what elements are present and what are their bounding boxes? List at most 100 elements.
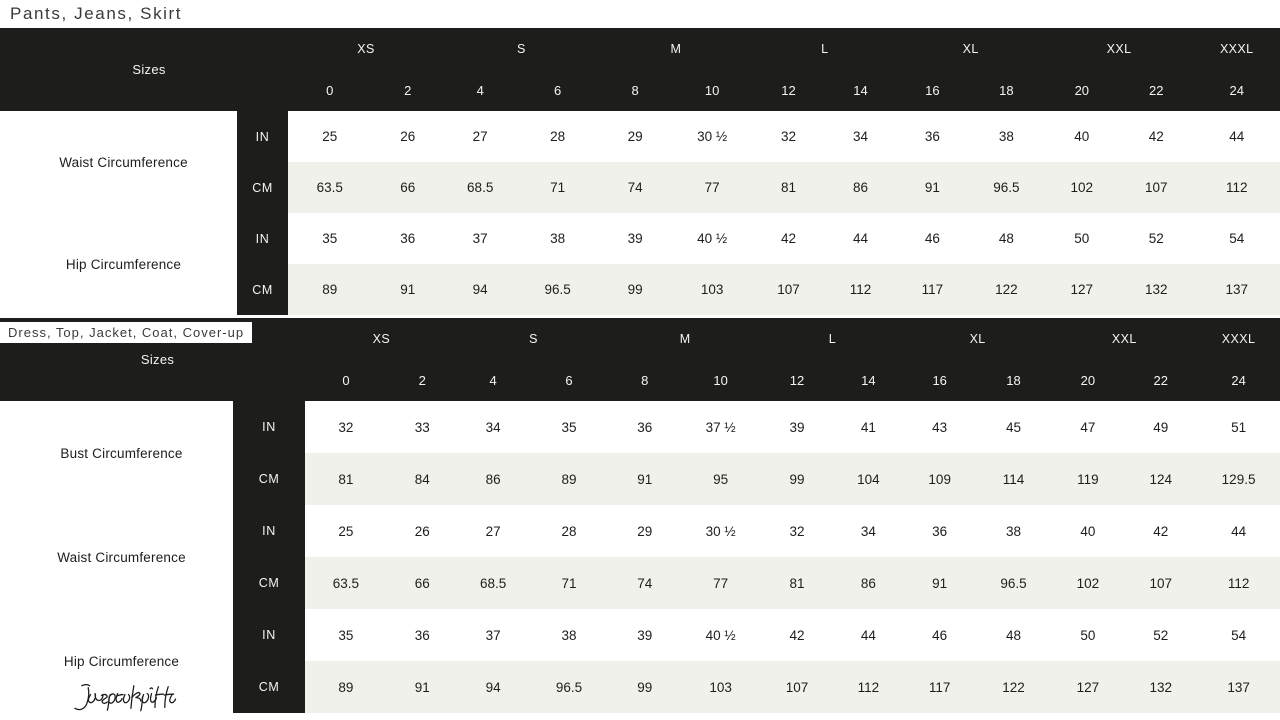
measurement-value: 36 <box>371 213 444 264</box>
numeric-size-header: 10 <box>680 359 762 401</box>
measurement-value: 99 <box>598 264 672 315</box>
numeric-size-header: 20 <box>1044 69 1120 111</box>
measurement-value: 84 <box>386 453 458 505</box>
measurement-value: 37 <box>443 213 517 264</box>
measurement-value: 96.5 <box>528 661 610 713</box>
measurement-value: 46 <box>903 609 976 661</box>
measurement-value: 91 <box>609 453 681 505</box>
size-group-header-s: S <box>443 28 599 69</box>
measurement-value: 26 <box>386 505 458 557</box>
size-group-header-l: L <box>761 318 904 359</box>
measurement-value: 91 <box>371 264 444 315</box>
size-group-header-xl: XL <box>903 318 1052 359</box>
measurement-value: 36 <box>609 401 681 453</box>
measurement-value: 71 <box>528 557 610 609</box>
measurement-value: 38 <box>968 111 1045 162</box>
measurement-value: 46 <box>896 213 969 264</box>
measurement-value: 122 <box>968 264 1045 315</box>
measurement-value: 54 <box>1193 213 1280 264</box>
sizes-header-label: Sizes <box>0 28 289 111</box>
unit-cell-in: IN <box>233 401 306 453</box>
unit-cell-cm: CM <box>237 162 289 213</box>
numeric-size-header: 22 <box>1119 69 1194 111</box>
size-header-row-numbers: 0 2 4 6 8 10 12 14 16 18 20 22 24 <box>0 359 1280 401</box>
measurement-value: 66 <box>371 162 444 213</box>
measurement-value: 51 <box>1197 401 1280 453</box>
measurement-value: 54 <box>1197 609 1280 661</box>
measurement-value: 39 <box>609 609 681 661</box>
size-table-dress: Sizes XS S M L XL XXL XXXL 0 2 4 6 8 10 12 14 16 18 20 22 24… <box>0 318 1280 713</box>
table-row: CM 81 84 86 89 91 95 99 104 109 114 119 124 129.5 <box>0 453 1280 505</box>
unit-cell-in: IN <box>237 213 289 264</box>
numeric-size-header: 14 <box>832 359 904 401</box>
measurement-value: 32 <box>752 111 825 162</box>
measurement-value: 77 <box>680 557 762 609</box>
measurement-value: 42 <box>752 213 825 264</box>
numeric-size-header: 8 <box>609 359 681 401</box>
measurement-value: 107 <box>1124 557 1198 609</box>
measurement-value: 117 <box>903 661 976 713</box>
measurement-value: 44 <box>1193 111 1280 162</box>
measurement-value: 34 <box>457 401 529 453</box>
measurement-value: 34 <box>832 505 904 557</box>
measurement-value: 95 <box>680 453 762 505</box>
measurement-value: 107 <box>1119 162 1194 213</box>
measurement-value: 50 <box>1044 213 1120 264</box>
size-group-header-xl: XL <box>896 28 1045 69</box>
measurement-value: 119 <box>1051 453 1125 505</box>
measurement-value: 137 <box>1197 661 1280 713</box>
measurement-value: 37 ½ <box>680 401 762 453</box>
measurement-value: 41 <box>832 401 904 453</box>
numeric-size-header: 6 <box>528 359 610 401</box>
measurement-label: Waist Circumference <box>0 505 233 609</box>
size-group-header-m: M <box>598 28 753 69</box>
measurement-value: 71 <box>516 162 599 213</box>
measurement-value: 42 <box>1119 111 1194 162</box>
table-row: CM 63.5 66 68.5 71 74 77 81 86 91 96.5 102 107 112 <box>0 162 1280 213</box>
measurement-value: 48 <box>975 609 1052 661</box>
measurement-value: 38 <box>528 609 610 661</box>
table-row: CM 63.5 66 68.5 71 74 77 81 86 91 96.5 102 107 112 <box>0 557 1280 609</box>
measurement-value: 40 ½ <box>680 609 762 661</box>
measurement-value: 114 <box>975 453 1052 505</box>
measurement-value: 40 <box>1051 505 1125 557</box>
measurement-value: 63.5 <box>305 557 387 609</box>
measurement-value: 74 <box>609 557 681 609</box>
numeric-size-header: 6 <box>516 69 599 111</box>
measurement-value: 25 <box>288 111 372 162</box>
numeric-size-header: 18 <box>968 69 1045 111</box>
measurement-label: Bust Circumference <box>0 401 233 505</box>
measurement-value: 37 <box>457 609 529 661</box>
measurement-value: 38 <box>516 213 599 264</box>
measurement-value: 27 <box>443 111 517 162</box>
table-row: Bust Circumference IN 32 33 34 35 36 37 ½ 39 41 43… <box>0 401 1280 505</box>
measurement-value: 66 <box>386 557 458 609</box>
measurement-value: 45 <box>975 401 1052 453</box>
measurement-value: 74 <box>598 162 672 213</box>
measurement-value: 91 <box>903 557 976 609</box>
measurement-value: 36 <box>386 609 458 661</box>
measurement-value: 112 <box>1197 557 1280 609</box>
numeric-size-header: 24 <box>1197 359 1280 401</box>
unit-cell-in: IN <box>237 111 289 162</box>
measurement-value: 63.5 <box>288 162 372 213</box>
measurement-value: 68.5 <box>457 557 529 609</box>
measurement-value: 42 <box>761 609 833 661</box>
numeric-size-header: 24 <box>1193 69 1280 111</box>
measurement-value: 77 <box>671 162 753 213</box>
measurement-value: 28 <box>528 505 610 557</box>
signature-logo <box>72 681 180 715</box>
measurement-value: 86 <box>832 557 904 609</box>
numeric-size-header: 4 <box>443 69 517 111</box>
measurement-value: 122 <box>975 661 1052 713</box>
measurement-value: 103 <box>680 661 762 713</box>
measurement-label: Hip Circumference <box>0 213 237 315</box>
measurement-value: 129.5 <box>1197 453 1280 505</box>
measurement-value: 103 <box>671 264 753 315</box>
size-header-row-numbers: 0 2 4 6 8 10 12 14 16 18 20 22 24 <box>0 69 1280 111</box>
measurement-value: 30 ½ <box>680 505 762 557</box>
unit-cell-cm: CM <box>233 557 306 609</box>
numeric-size-header: 16 <box>903 359 976 401</box>
measurement-value: 104 <box>832 453 904 505</box>
measurement-value: 30 ½ <box>671 111 753 162</box>
